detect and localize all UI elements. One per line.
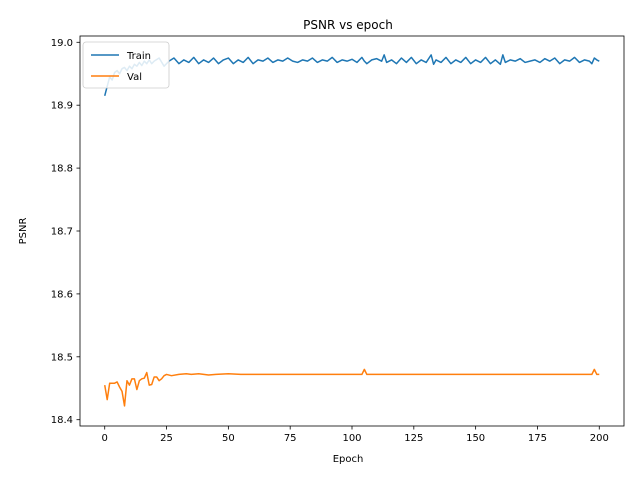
x-tick-label: 125 xyxy=(404,433,423,444)
y-tick-label: 19.0 xyxy=(51,38,73,49)
legend-box xyxy=(82,41,170,89)
x-axis-label: Epoch xyxy=(333,454,364,465)
y-tick-label: 18.6 xyxy=(51,289,73,300)
x-tick-label: 200 xyxy=(590,433,609,444)
x-tick-label: 50 xyxy=(222,433,235,444)
y-tick-label: 18.7 xyxy=(51,227,73,238)
x-tick-label: 0 xyxy=(102,433,108,444)
y-axis-label: PSNR xyxy=(18,218,29,245)
legend-label-train: Train xyxy=(126,51,151,62)
x-tick-label: 175 xyxy=(528,433,547,444)
x-tick-label: 75 xyxy=(284,433,297,444)
x-tick-label: 25 xyxy=(160,433,173,444)
legend: Train Val xyxy=(82,41,170,89)
y-tick-label: 18.5 xyxy=(51,352,73,363)
y-tick-label: 18.8 xyxy=(51,164,73,175)
series-line-val xyxy=(103,368,600,407)
legend-label-val: Val xyxy=(127,72,142,83)
chart-title: PSNR vs epoch xyxy=(303,18,393,32)
y-tick-label: 18.4 xyxy=(51,415,73,426)
x-tick-label: 100 xyxy=(342,433,361,444)
y-tick-label: 18.9 xyxy=(51,101,73,112)
x-tick-label: 150 xyxy=(466,433,485,444)
